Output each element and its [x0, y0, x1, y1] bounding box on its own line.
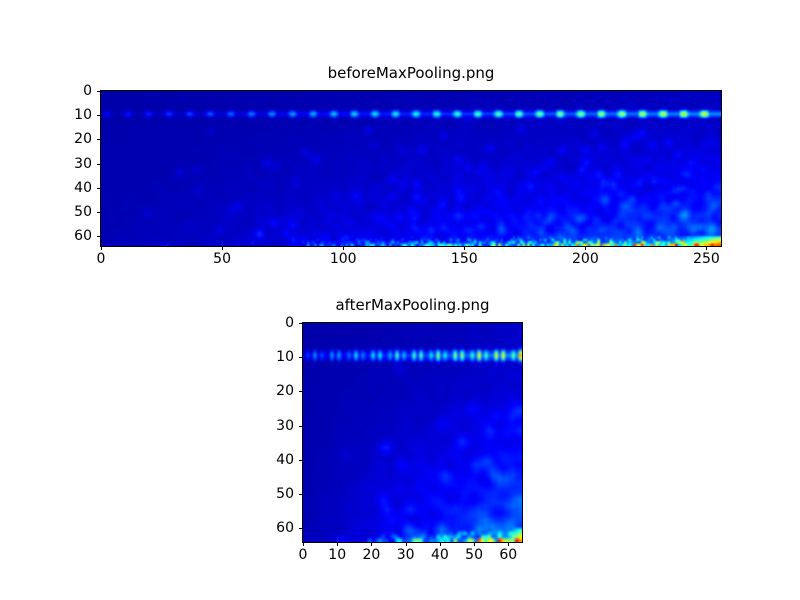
x-tick-label: 100 [329, 251, 357, 267]
y-tick-label: 50 [74, 204, 92, 221]
x-tick-mark [508, 542, 510, 546]
y-tick-label: 30 [276, 417, 294, 434]
x-tick-mark [706, 246, 708, 250]
y-tick-label: 10 [74, 107, 92, 124]
y-tick-label: 30 [74, 155, 92, 172]
x-tick-label: 0 [96, 251, 106, 267]
plot-title-before: beforeMaxPooling.png [327, 64, 495, 82]
y-tick-mark [299, 528, 303, 530]
x-tick-label: 60 [499, 547, 518, 563]
y-tick-mark [299, 357, 303, 359]
x-tick-mark [337, 542, 339, 546]
y-tick-mark [299, 494, 303, 496]
x-tick-label: 20 [362, 547, 381, 563]
y-tick-mark [97, 115, 101, 117]
x-tick-label: 0 [298, 547, 308, 563]
y-tick-mark [97, 163, 101, 165]
y-tick-mark [299, 391, 303, 393]
y-tick-label: 0 [83, 83, 92, 99]
x-tick-label: 200 [572, 251, 599, 267]
x-tick-label: 10 [328, 547, 347, 563]
y-tick-label: 40 [276, 451, 294, 468]
y-tick-label: 40 [74, 179, 92, 196]
x-tick-label: 40 [430, 547, 449, 563]
x-tick-mark [474, 542, 476, 546]
x-tick-label: 50 [465, 547, 484, 563]
x-tick-mark [101, 246, 102, 250]
y-tick-label: 20 [74, 131, 92, 148]
y-tick-label: 50 [276, 486, 294, 503]
x-tick-label: 150 [450, 251, 478, 267]
y-tick-mark [97, 236, 101, 238]
y-tick-label: 60 [74, 228, 92, 245]
y-tick-label: 10 [276, 349, 294, 366]
y-tick-mark [299, 425, 303, 427]
x-tick-mark [303, 542, 304, 546]
x-tick-mark [343, 246, 345, 250]
y-tick-mark [97, 212, 101, 214]
x-tick-mark [464, 246, 466, 250]
y-tick-label: 0 [285, 315, 294, 331]
y-tick-label: 60 [276, 520, 294, 537]
x-tick-mark [405, 542, 407, 546]
plot-title-after: afterMaxPooling.png [335, 296, 490, 314]
heatmap-image-before [101, 91, 721, 246]
x-tick-label: 250 [693, 251, 720, 267]
x-tick-label: 30 [396, 547, 415, 563]
y-tick-mark [97, 91, 101, 92]
y-tick-mark [97, 187, 101, 189]
x-tick-mark [439, 542, 441, 546]
y-tick-mark [299, 323, 303, 324]
plot-after-maxpooling: afterMaxPooling.png 0 10 20 30 40 50 60 0 10 20 30… [276, 296, 523, 562]
heatmap-image-after [303, 323, 522, 542]
x-tick-mark [222, 246, 224, 250]
y-tick-label: 20 [276, 383, 294, 400]
y-tick-mark [97, 139, 101, 141]
y-tick-mark [299, 459, 303, 461]
x-tick-mark [371, 542, 373, 546]
x-tick-mark [585, 246, 587, 250]
plot-before-maxpooling: beforeMaxPooling.png 0 50 100 150 200 250 0 10 2… [74, 64, 722, 266]
x-tick-label: 50 [213, 251, 232, 267]
